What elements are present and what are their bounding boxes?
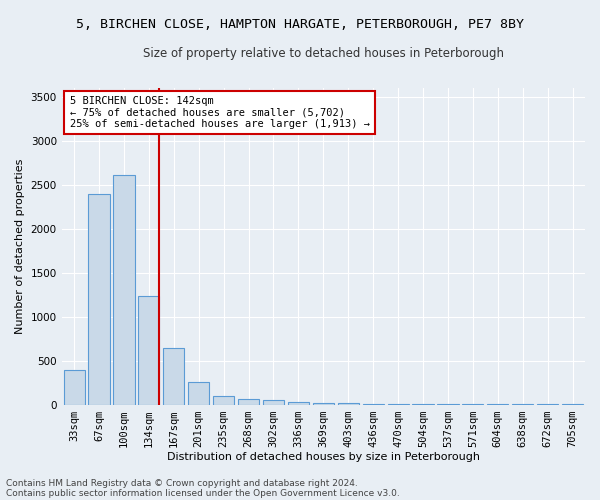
Text: Contains public sector information licensed under the Open Government Licence v3: Contains public sector information licen… [6,488,400,498]
Bar [238,400,259,404]
Bar [213,396,234,404]
Text: 5 BIRCHEN CLOSE: 142sqm
← 75% of detached houses are smaller (5,702)
25% of semi: 5 BIRCHEN CLOSE: 142sqm ← 75% of detache… [70,96,370,129]
Bar [288,402,309,404]
Bar [163,348,184,405]
Text: Contains HM Land Registry data © Crown copyright and database right 2024.: Contains HM Land Registry data © Crown c… [6,478,358,488]
Bar [138,296,160,405]
Bar [88,194,110,404]
Bar [313,403,334,404]
Bar [263,400,284,404]
X-axis label: Distribution of detached houses by size in Peterborough: Distribution of detached houses by size … [167,452,480,462]
Bar [64,370,85,404]
Text: 5, BIRCHEN CLOSE, HAMPTON HARGATE, PETERBOROUGH, PE7 8BY: 5, BIRCHEN CLOSE, HAMPTON HARGATE, PETER… [76,18,524,30]
Bar [113,175,134,404]
Bar [188,382,209,404]
Title: Size of property relative to detached houses in Peterborough: Size of property relative to detached ho… [143,48,504,60]
Y-axis label: Number of detached properties: Number of detached properties [15,158,25,334]
